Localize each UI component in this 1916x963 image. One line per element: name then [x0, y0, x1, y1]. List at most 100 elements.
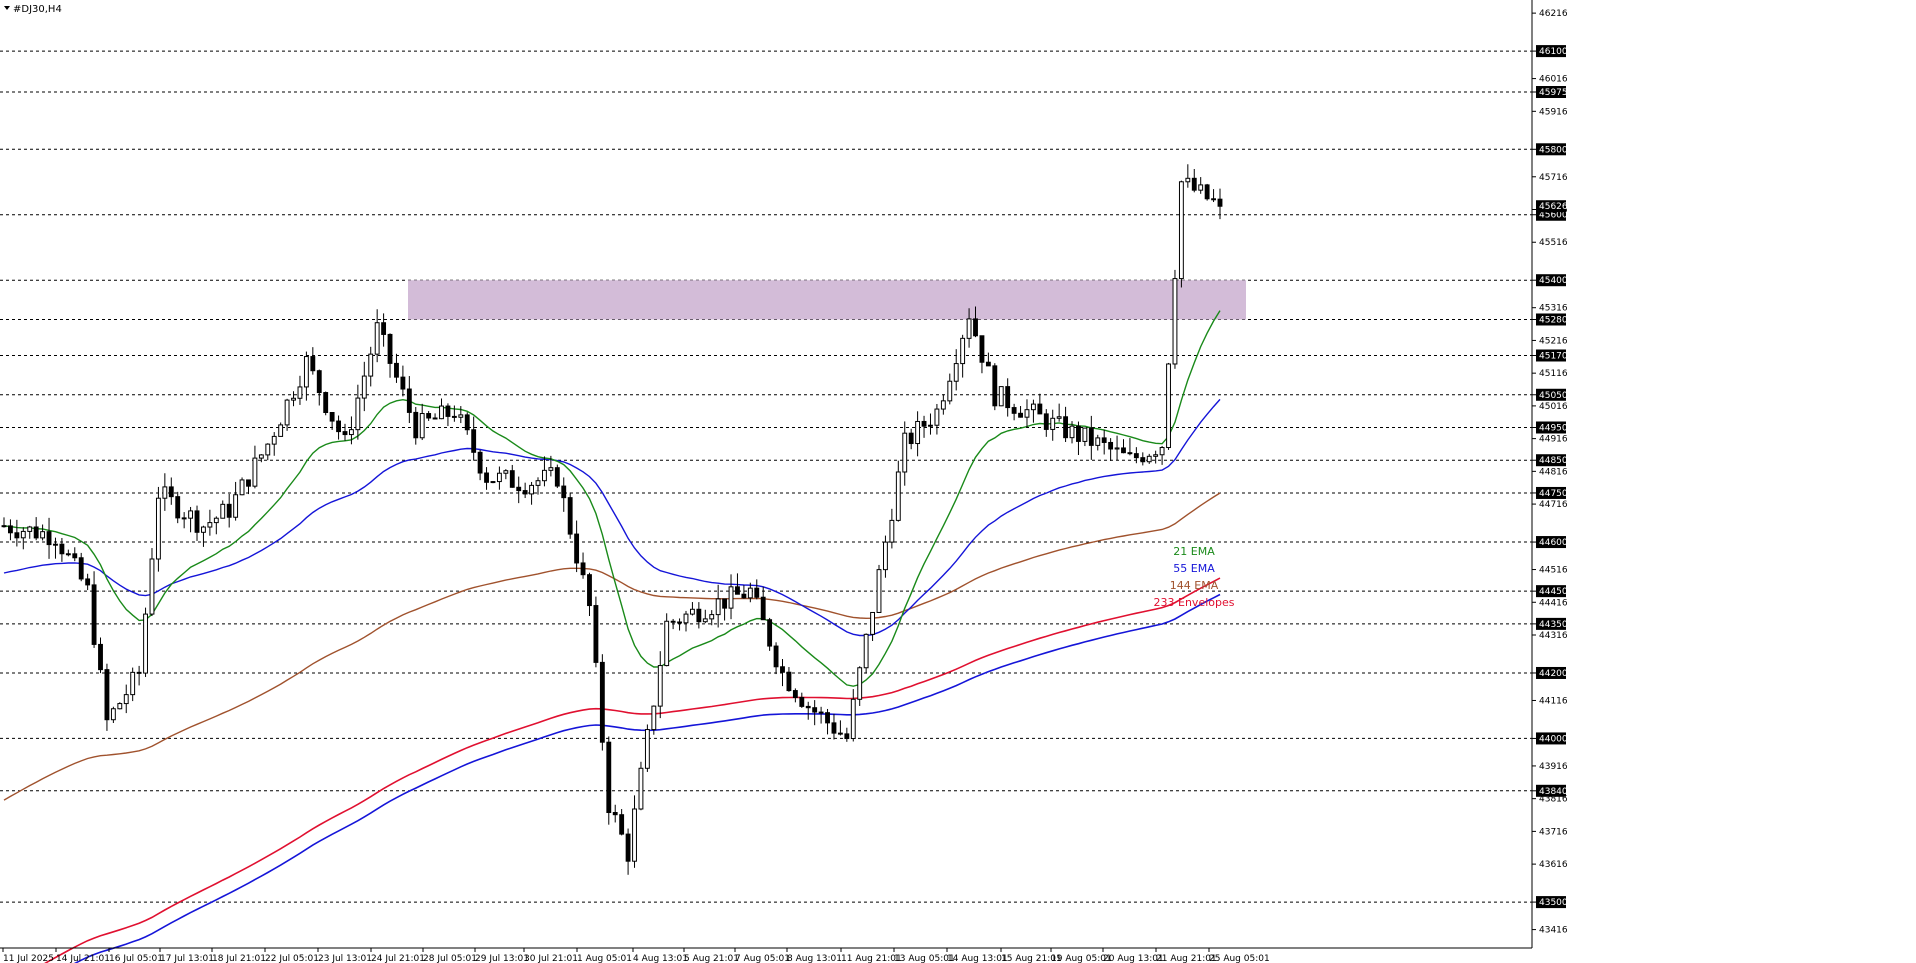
candle	[361, 361, 367, 412]
candle	[149, 548, 155, 617]
candle-body-bear	[599, 661, 605, 743]
candle	[780, 658, 785, 687]
candle	[168, 477, 174, 505]
y-tick-label: 44516	[1539, 566, 1568, 576]
candle	[844, 727, 850, 742]
y-tick-label: 46016	[1539, 75, 1568, 85]
candle-body-bear	[985, 361, 991, 367]
candle	[1133, 447, 1139, 464]
candle	[445, 403, 451, 427]
y-tick-label-bg	[1536, 784, 1566, 797]
candle	[284, 398, 290, 431]
candle-body-bear	[1076, 425, 1081, 442]
x-tick-label: 29 Jul 13:01	[475, 954, 529, 963]
symbol-title: #DJ30,H4	[13, 4, 62, 15]
candle-body-bull	[368, 353, 374, 377]
candle	[561, 477, 567, 512]
candle	[201, 525, 206, 547]
y-tick-label: 44116	[1539, 696, 1568, 706]
candle	[786, 667, 792, 692]
candle-body-bear	[567, 497, 573, 535]
candle-body-bull	[188, 510, 194, 519]
candle-body-bull	[535, 480, 541, 486]
candle-body-bull	[1069, 425, 1075, 439]
candle	[1011, 403, 1017, 421]
candle	[1178, 180, 1184, 288]
legend-item: 55 EMA	[1173, 562, 1215, 575]
candle	[207, 509, 213, 536]
candle	[934, 403, 940, 435]
y-tick-label: 43916	[1539, 762, 1568, 772]
candle-body-bear	[760, 596, 766, 621]
resistance-zone	[408, 280, 1246, 320]
candle-body-bull	[632, 808, 637, 862]
x-tick-label: 16 Jul 05:01	[109, 954, 163, 963]
candle-body-bear	[1133, 453, 1139, 459]
candle	[291, 391, 296, 407]
candle-body-bear	[175, 496, 181, 519]
ema-55-path	[3, 398, 1221, 637]
candle	[1153, 450, 1159, 464]
candle	[316, 369, 322, 406]
candle-body-bear	[722, 598, 728, 609]
candle	[1172, 269, 1178, 369]
candle-body-bear	[413, 411, 419, 439]
candle-body-bull	[651, 705, 657, 731]
candle-body-bear	[246, 479, 251, 487]
y-tick-label: 43616	[1539, 860, 1568, 870]
dropdown-triangle-icon[interactable]	[4, 6, 10, 10]
candle	[825, 708, 830, 735]
candle-body-bull	[638, 767, 644, 810]
candle-body-bull	[291, 397, 296, 401]
candle-body-bull	[252, 457, 258, 487]
candle-body-bear	[979, 335, 985, 363]
candle	[1024, 399, 1030, 428]
candle	[902, 421, 908, 486]
candle	[850, 689, 856, 742]
candle-body-bull	[709, 614, 715, 620]
candle-body-bull	[239, 479, 245, 496]
candle	[883, 535, 888, 578]
candle	[265, 443, 271, 461]
candle-body-bull	[542, 469, 547, 482]
candle	[535, 477, 541, 495]
candle-body-bear	[509, 470, 515, 488]
candle	[702, 609, 708, 624]
candle	[1211, 189, 1216, 203]
candle	[484, 467, 489, 490]
candle-body-bear	[226, 503, 232, 518]
candle	[381, 313, 387, 347]
candle	[220, 500, 226, 519]
candle	[477, 449, 483, 481]
candle-body-bull	[928, 424, 933, 427]
x-tick-label: 5 Aug 21:01	[684, 954, 739, 963]
candle-body-bull	[728, 586, 734, 609]
candle-body-bear	[1204, 184, 1210, 200]
candle-body-bear	[342, 431, 348, 436]
candle	[760, 586, 766, 621]
candle-body-bear	[72, 553, 78, 559]
candle	[632, 795, 637, 868]
candle-body-bear	[1121, 447, 1126, 454]
candle-body-bear	[91, 584, 97, 645]
candle-body-bear	[992, 365, 998, 407]
candle	[496, 466, 502, 490]
candle	[715, 584, 721, 628]
candle	[162, 473, 168, 511]
candle	[278, 422, 284, 437]
candle-body-bull	[889, 519, 895, 543]
y-tick-label-bg	[1536, 86, 1566, 99]
candle-body-bull	[747, 587, 753, 599]
candle-body-bull	[1172, 278, 1178, 365]
candle-body-bull	[284, 399, 290, 426]
y-tick-label: 45800	[1539, 145, 1568, 155]
candle-body-bull	[657, 665, 663, 707]
candle-body-bull	[1024, 409, 1030, 418]
candle-body-bear	[799, 696, 805, 707]
x-tick-label: 30 Jul 21:01	[524, 954, 578, 963]
y-tick-label-bg	[1536, 454, 1566, 467]
candle	[130, 667, 136, 702]
candle-body-bull	[419, 413, 425, 439]
candle-body-bull	[870, 611, 876, 635]
